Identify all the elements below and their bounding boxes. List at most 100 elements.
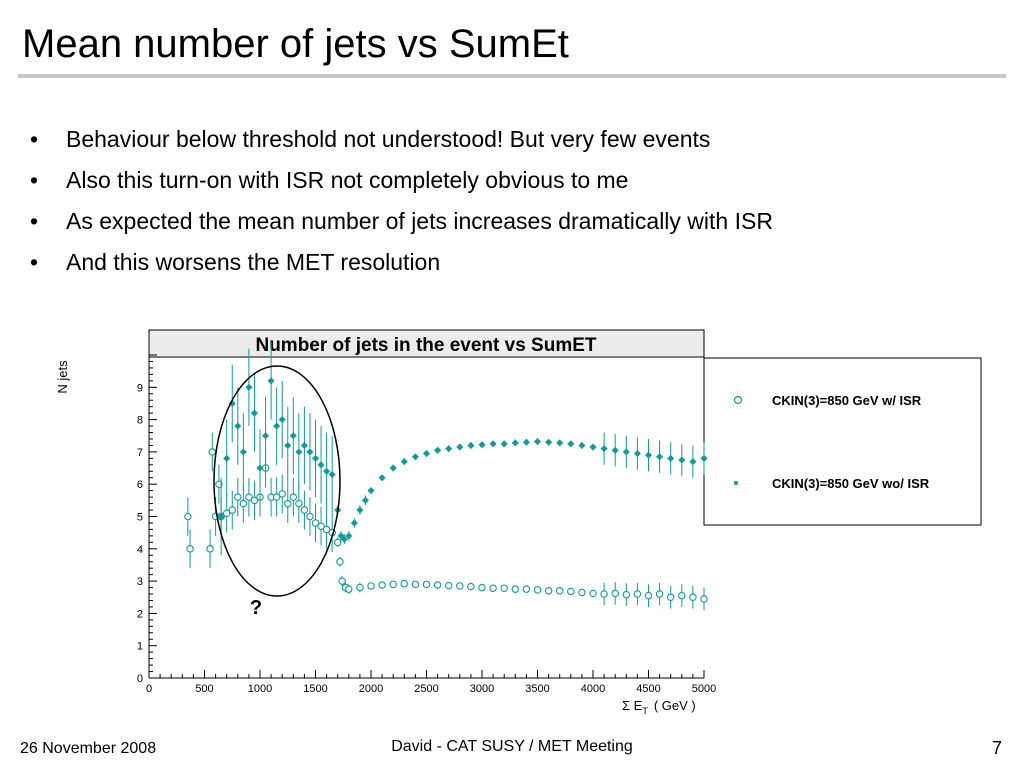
- y-tick-label: 0: [137, 673, 143, 685]
- data-point-no-isr: [644, 451, 653, 459]
- data-point-isr: [611, 589, 619, 598]
- x-tick-label: 3000: [470, 683, 494, 695]
- data-point-no-isr: [306, 448, 314, 456]
- y-axis-label: N jets: [55, 360, 70, 394]
- data-point-isr: [589, 589, 597, 598]
- y-tick-label: 4: [137, 544, 143, 556]
- data-point-no-isr: [250, 409, 258, 417]
- data-point-no-isr: [422, 449, 431, 458]
- data-point-isr: [622, 590, 631, 599]
- x-tick-label: 1000: [248, 683, 272, 695]
- x-axis-label-main: Σ E: [622, 698, 643, 713]
- data-point-isr: [228, 506, 237, 514]
- data-point-no-isr: [556, 439, 564, 447]
- data-point-isr: [433, 581, 442, 589]
- data-point-isr: [322, 525, 331, 534]
- data-point-isr: [644, 591, 653, 600]
- data-point-isr: [500, 584, 508, 592]
- data-point-isr: [186, 545, 194, 553]
- data-point-isr: [666, 593, 675, 601]
- data-point-isr: [239, 499, 248, 508]
- data-point-no-isr: [228, 399, 236, 407]
- annotation-ellipse: [213, 365, 341, 597]
- bullet-text: Behaviour below threshold not understood…: [66, 126, 711, 152]
- bullet-dot: •: [30, 249, 39, 275]
- data-point-isr: [567, 587, 575, 596]
- data-point-no-isr: [700, 454, 708, 462]
- data-point-isr: [317, 522, 325, 530]
- x-axis-label-sub: T: [642, 706, 648, 716]
- data-point-isr: [306, 512, 314, 521]
- y-tick-label: 6: [137, 479, 143, 491]
- legend-label: CKIN(3)=850 GeV wo/ ISR: [772, 476, 930, 491]
- data-point-no-isr: [267, 377, 275, 385]
- y-tick-label: 7: [137, 447, 143, 459]
- data-point-no-isr: [533, 438, 542, 446]
- bullet-item: • Behaviour below threshold not understoo…: [30, 122, 773, 163]
- data-point-isr: [378, 581, 386, 589]
- data-point-no-isr: [689, 458, 697, 466]
- data-point-isr: [578, 588, 586, 597]
- chart-marks: [184, 342, 708, 611]
- bullet-item: • And this worsens the MET resolution: [30, 245, 773, 286]
- data-point-no-isr: [311, 454, 320, 462]
- x-tick-label: 4500: [636, 683, 660, 695]
- y-tick-label: 3: [137, 576, 143, 588]
- data-point-isr: [489, 584, 497, 592]
- data-point-isr: [250, 496, 259, 505]
- data-point-isr: [689, 593, 697, 601]
- data-point-no-isr: [223, 454, 231, 462]
- data-point-isr: [655, 590, 664, 598]
- data-point-isr: [345, 585, 353, 593]
- data-point-no-isr: [633, 449, 641, 458]
- data-point-no-isr: [478, 441, 486, 449]
- data-point-no-isr: [389, 464, 397, 472]
- data-point-isr: [444, 581, 453, 590]
- data-point-no-isr: [522, 438, 530, 446]
- data-point-isr: [300, 506, 309, 514]
- legend-label: CKIN(3)=850 GeV w/ ISR: [772, 393, 922, 408]
- bullet-text: As expected the mean number of jets incr…: [66, 208, 773, 234]
- data-point-no-isr: [300, 441, 308, 449]
- data-point-no-isr: [328, 470, 336, 479]
- data-point-isr: [456, 582, 464, 590]
- data-point-isr: [422, 580, 431, 589]
- data-point-isr: [367, 582, 375, 590]
- data-point-no-isr: [667, 454, 675, 462]
- data-point-no-isr: [278, 416, 286, 424]
- data-point-isr: [555, 587, 564, 595]
- data-point-isr: [533, 586, 542, 594]
- data-point-no-isr: [356, 506, 364, 514]
- data-point-isr: [206, 545, 214, 553]
- page-number: 7: [991, 738, 1002, 758]
- data-point-no-isr: [545, 438, 553, 446]
- data-point-no-isr: [323, 467, 331, 475]
- data-point-no-isr: [378, 474, 386, 482]
- x-axis-label-unit: ( GeV ): [654, 698, 696, 713]
- data-point-isr: [478, 583, 486, 592]
- legend-marker-filled-star: [733, 480, 739, 486]
- y-tick-label: 2: [137, 608, 143, 620]
- x-tick-label: 1500: [303, 683, 327, 695]
- data-point-isr: [544, 587, 553, 595]
- data-point-no-isr: [600, 445, 608, 453]
- x-tick-label: 500: [195, 683, 213, 695]
- x-tick-label: 2500: [414, 683, 438, 695]
- data-point-no-isr: [500, 440, 508, 448]
- data-point-no-isr: [345, 532, 353, 540]
- data-point-no-isr: [589, 443, 597, 451]
- x-tick-label: 3500: [525, 683, 549, 695]
- bullet-text: Also this turn-on with ISR not completel…: [66, 167, 629, 193]
- x-tick-label: 4000: [581, 683, 605, 695]
- x-tick-label: 5000: [692, 683, 716, 695]
- bullet-list: • Behaviour below threshold not understoo…: [30, 122, 773, 286]
- data-point-isr: [356, 583, 364, 592]
- data-point-no-isr: [400, 458, 408, 466]
- data-point-isr: [295, 499, 303, 508]
- data-point-no-isr: [262, 432, 270, 440]
- data-point-isr: [222, 509, 231, 518]
- data-point-isr: [600, 590, 608, 598]
- data-point-no-isr: [295, 448, 303, 456]
- bullet-dot: •: [30, 208, 39, 234]
- data-point-isr: [245, 493, 253, 501]
